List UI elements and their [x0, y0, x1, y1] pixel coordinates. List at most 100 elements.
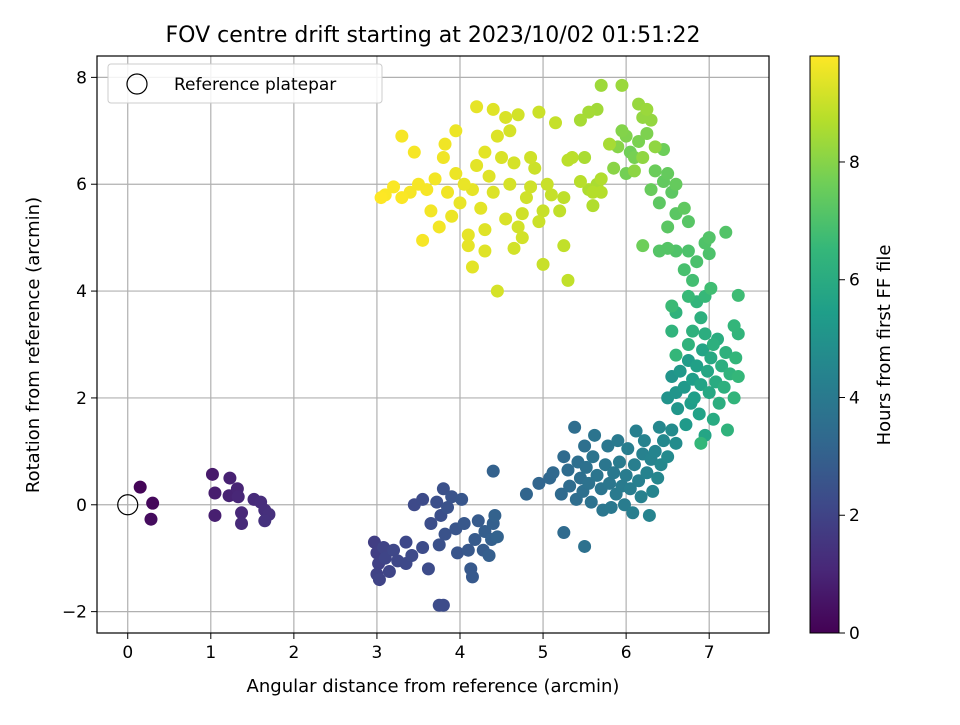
data-point	[524, 180, 538, 194]
data-point	[611, 434, 625, 448]
data-point	[694, 436, 708, 450]
data-point	[619, 468, 633, 482]
data-point	[621, 442, 635, 456]
data-point	[557, 450, 571, 464]
data-point	[554, 487, 568, 501]
data-point	[468, 533, 482, 547]
data-point	[568, 420, 582, 434]
data-point	[377, 541, 391, 555]
colorbar-tick-label: 6	[849, 271, 860, 291]
x-tick-label: 3	[372, 643, 383, 663]
data-point	[669, 348, 683, 362]
data-point	[573, 113, 587, 127]
data-point	[482, 169, 496, 183]
data-point	[586, 450, 600, 464]
data-point	[395, 129, 409, 143]
data-point	[563, 479, 577, 493]
data-point	[457, 177, 471, 191]
legend-entry-label: Reference platepar	[174, 75, 336, 95]
data-point	[374, 191, 388, 205]
data-point	[519, 191, 533, 205]
colorbar-tick-label: 2	[849, 506, 860, 526]
data-point	[679, 418, 693, 432]
data-point	[432, 220, 446, 234]
data-point	[457, 516, 471, 530]
data-point	[378, 551, 392, 565]
data-point	[511, 108, 525, 122]
legend: Reference platepar	[107, 63, 383, 104]
data-point	[603, 137, 617, 151]
data-point	[694, 311, 708, 325]
data-point	[657, 434, 671, 448]
data-point	[441, 185, 455, 199]
data-point	[536, 204, 550, 218]
data-point	[488, 508, 502, 522]
data-point	[698, 327, 712, 341]
data-point	[478, 145, 492, 159]
data-point	[399, 535, 413, 549]
data-point	[686, 273, 700, 287]
data-point	[490, 284, 504, 298]
data-point	[586, 199, 600, 213]
data-point	[407, 145, 421, 159]
data-point	[652, 244, 666, 258]
data-point	[681, 289, 695, 303]
data-point	[578, 151, 592, 165]
data-point	[436, 482, 450, 496]
x-tick-label: 7	[704, 643, 715, 663]
data-point	[629, 424, 643, 438]
data-point	[223, 471, 237, 485]
data-point	[557, 239, 571, 253]
data-point	[455, 492, 469, 506]
data-point	[702, 386, 716, 400]
data-point	[532, 476, 546, 490]
data-point	[449, 124, 463, 138]
x-tick-label: 6	[621, 643, 632, 663]
data-point	[395, 191, 409, 205]
data-point	[519, 487, 533, 501]
data-point	[208, 486, 222, 500]
x-tick-label: 0	[122, 643, 133, 663]
data-point	[465, 260, 479, 274]
data-point	[557, 526, 571, 540]
data-point	[604, 500, 618, 514]
data-point	[470, 159, 484, 173]
data-point	[669, 177, 683, 191]
data-point	[549, 116, 563, 130]
data-point	[681, 215, 695, 229]
data-point	[702, 231, 716, 245]
data-point	[690, 359, 704, 373]
data-point	[515, 231, 529, 245]
data-point	[665, 324, 679, 338]
data-point	[430, 495, 444, 509]
data-point	[648, 164, 662, 178]
x-tick-label: 2	[288, 643, 299, 663]
data-point	[719, 346, 733, 360]
data-point	[686, 324, 700, 338]
data-point	[584, 495, 598, 509]
data-point	[421, 562, 435, 576]
data-point	[720, 423, 734, 437]
data-point	[478, 223, 492, 237]
colorbar-gradient	[809, 55, 840, 634]
data-point	[424, 516, 438, 530]
data-point	[651, 471, 665, 485]
data-point	[661, 450, 675, 464]
data-point	[712, 396, 726, 410]
data-point	[626, 506, 640, 520]
data-point	[453, 196, 467, 210]
data-point	[540, 177, 554, 191]
chart-title: FOV centre drift starting at 2023/10/02 …	[166, 23, 701, 48]
data-point	[681, 338, 695, 351]
data-point	[603, 476, 617, 490]
data-point	[715, 359, 729, 373]
data-point	[648, 444, 662, 458]
legend-box	[107, 63, 383, 104]
data-point	[438, 137, 452, 151]
x-tick-label: 5	[538, 643, 549, 663]
y-tick-label: 4	[76, 282, 87, 302]
data-point	[499, 212, 513, 226]
data-point	[258, 514, 272, 528]
data-point	[634, 490, 648, 504]
